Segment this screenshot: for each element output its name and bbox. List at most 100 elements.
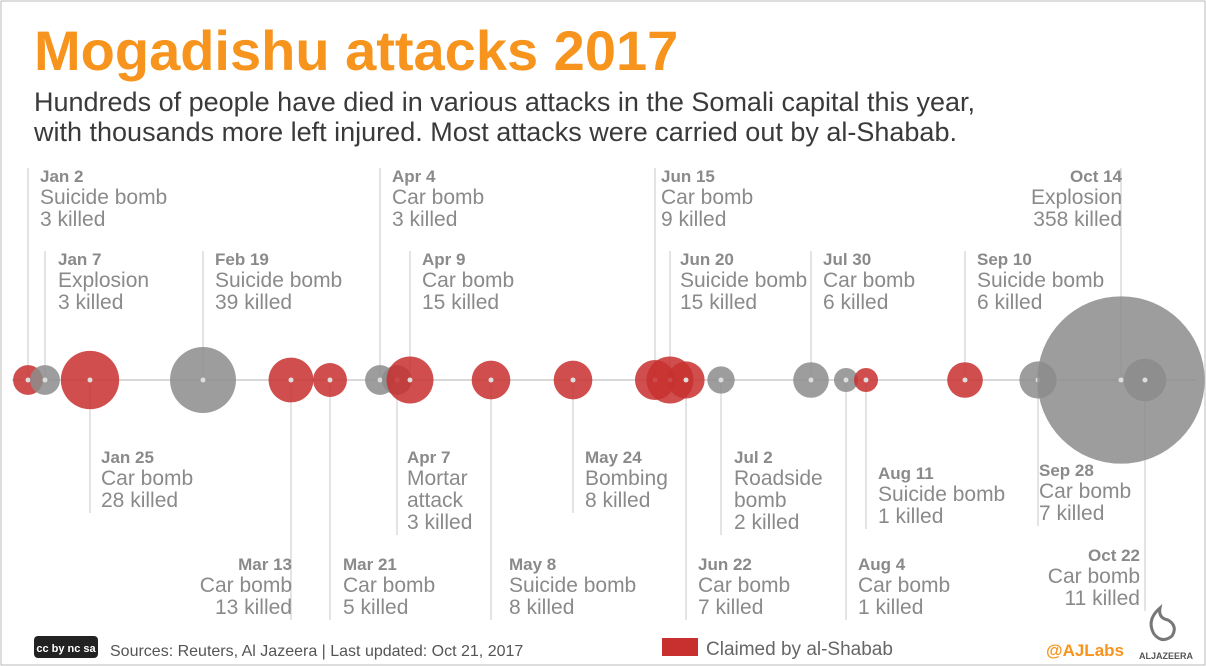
bubble-center <box>488 377 494 383</box>
event-type: Car bomb <box>422 269 514 292</box>
event-type: Car bomb <box>1039 480 1131 503</box>
event-type: Mortar <box>407 467 468 490</box>
event-date: Mar 21 <box>343 555 397 574</box>
event-killed: 2 killed <box>734 511 799 534</box>
event-killed: 8 killed <box>585 489 650 512</box>
bubble-center <box>1142 377 1148 383</box>
event-date: Jul 30 <box>823 250 871 269</box>
event-killed: 6 killed <box>823 291 888 314</box>
event-type: Car bomb <box>823 269 915 292</box>
event-type: Car bomb <box>343 574 435 597</box>
event-type: Car bomb <box>1048 565 1140 588</box>
event-date: Jun 20 <box>680 250 734 269</box>
bubble-center <box>288 377 294 383</box>
event-killed: 3 killed <box>392 208 457 231</box>
bubble-center <box>87 377 93 383</box>
cc-text: cc by nc sa <box>36 643 96 655</box>
bubble-center <box>200 377 206 383</box>
event-killed: 39 killed <box>215 291 292 314</box>
event-killed: 1 killed <box>878 505 943 528</box>
footer: cc by nc sa Sources: Reuters, Al Jazeera… <box>34 604 1194 661</box>
event-date: Jun 15 <box>661 167 715 186</box>
event-type: Suicide bomb <box>215 269 342 292</box>
event-type: Car bomb <box>200 574 292 597</box>
event-type: Bombing <box>585 467 668 490</box>
event-type: Suicide bomb <box>509 574 636 597</box>
bubble-center <box>962 377 968 383</box>
event-killed: 7 killed <box>1039 502 1104 525</box>
bubble-center <box>327 377 333 383</box>
bubble-center <box>377 377 383 383</box>
event-type: Suicide bomb <box>878 483 1005 506</box>
event-killed: 15 killed <box>422 291 499 314</box>
event-date: Apr 9 <box>422 250 465 269</box>
event-type: bomb <box>734 489 787 512</box>
bubble-center <box>683 377 689 383</box>
event-killed: 9 killed <box>661 208 726 231</box>
event-type: attack <box>407 489 464 512</box>
event-date: Sep 10 <box>977 250 1032 269</box>
event-type: Explosion <box>1031 186 1122 209</box>
event-killed: 5 killed <box>343 596 408 619</box>
event-date: Jun 22 <box>698 555 752 574</box>
handle: @AJLabs <box>1046 641 1124 660</box>
cc-badge <box>34 636 98 658</box>
event-type: Car bomb <box>392 186 484 209</box>
bubble-center <box>808 377 814 383</box>
event-date: Aug 11 <box>878 464 934 483</box>
bubble-center <box>570 377 576 383</box>
event-type: Car bomb <box>101 467 193 490</box>
event-date: Mar 13 <box>238 555 292 574</box>
event-killed: 3 killed <box>407 511 472 534</box>
event-type: Car bomb <box>661 186 753 209</box>
event-killed: 11 killed <box>1065 587 1141 610</box>
bubble-center <box>25 377 31 383</box>
event-date: Apr 7 <box>407 448 450 467</box>
legend-swatch <box>662 638 698 656</box>
event-killed: 358 killed <box>1033 208 1122 231</box>
bubble-center <box>1118 377 1124 383</box>
event-killed: 8 killed <box>509 596 574 619</box>
logo-mark <box>1149 604 1176 641</box>
subtitle: Hundreds of people have died in various … <box>34 87 975 117</box>
event-type: Suicide bomb <box>680 269 807 292</box>
event-killed: 15 killed <box>680 291 757 314</box>
event-killed: 13 killed <box>215 596 292 619</box>
event-date: Oct 22 <box>1088 546 1140 565</box>
event-type: Suicide bomb <box>40 186 167 209</box>
event-killed: 6 killed <box>977 291 1042 314</box>
event-type: Car bomb <box>858 574 950 597</box>
bubble-center <box>843 377 849 383</box>
event-date: Aug 4 <box>858 555 906 574</box>
event-date: Jan 2 <box>40 167 83 186</box>
bubble-center <box>407 377 413 383</box>
event-killed: 3 killed <box>58 291 123 314</box>
legend-label: Claimed by al-Shabab <box>706 639 893 660</box>
event-date: May 24 <box>585 448 642 467</box>
event-date: Feb 19 <box>215 250 269 269</box>
event-date: Jan 25 <box>101 448 154 467</box>
event-date: Sep 28 <box>1039 461 1094 480</box>
event-killed: 3 killed <box>40 208 105 231</box>
bubble-center <box>863 377 869 383</box>
event-date: May 8 <box>509 555 556 574</box>
event-killed: 1 killed <box>858 596 923 619</box>
title: Mogadishu attacks 2017 <box>34 19 678 82</box>
bubble-center <box>718 377 724 383</box>
event-type: Suicide bomb <box>977 269 1104 292</box>
event-date: Jan 7 <box>58 250 101 269</box>
event-date: Apr 4 <box>392 167 436 186</box>
bubble-center <box>42 377 48 383</box>
logo-text: ALJAZEERA <box>1139 651 1194 661</box>
event-type: Explosion <box>58 269 149 292</box>
event-type: Roadside <box>734 467 823 490</box>
event-date: Jul 2 <box>734 448 773 467</box>
event-killed: 7 killed <box>698 596 763 619</box>
event-date: Oct 14 <box>1070 167 1123 186</box>
sources: Sources: Reuters, Al Jazeera | Last upda… <box>110 643 523 660</box>
event-type: Car bomb <box>698 574 790 597</box>
event-killed: 28 killed <box>101 489 178 512</box>
